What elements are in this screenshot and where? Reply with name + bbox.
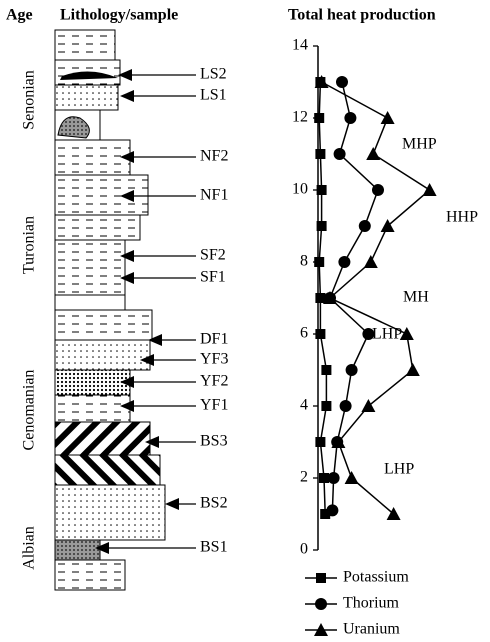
- chart-title: Total heat production: [288, 7, 436, 24]
- age-header: Age: [6, 7, 33, 24]
- age-label: Turonian: [21, 216, 38, 274]
- legend-marker: [314, 623, 328, 636]
- data-point: [386, 507, 401, 520]
- y-tick-label: 12: [292, 109, 308, 126]
- data-point: [321, 365, 332, 375]
- arrow-head: [120, 90, 134, 102]
- data-point: [362, 328, 375, 340]
- y-tick-label: 14: [292, 37, 308, 54]
- data-point: [333, 148, 346, 160]
- data-point: [326, 504, 339, 517]
- y-tick-label: 6: [300, 325, 308, 342]
- data-point: [358, 220, 371, 232]
- y-tick-label: 4: [300, 397, 308, 414]
- arrow-head: [120, 190, 134, 202]
- annotation: MHP: [402, 136, 437, 153]
- sample-label: SF1: [200, 269, 226, 286]
- data-point: [372, 184, 384, 196]
- data-point: [422, 183, 437, 196]
- legend-marker: [315, 598, 327, 610]
- arrow-head: [95, 542, 109, 554]
- age-label: Cenomanian: [21, 370, 38, 451]
- sample-label: SF2: [200, 247, 226, 264]
- data-point: [380, 219, 395, 232]
- sample-label: BS2: [200, 495, 228, 512]
- legend-label: Uranium: [343, 621, 400, 638]
- data-point: [314, 257, 325, 267]
- legend-label: Potassium: [343, 569, 409, 586]
- sample-label: YF3: [200, 351, 228, 368]
- y-tick-label: 8: [300, 253, 308, 270]
- data-point: [323, 291, 337, 304]
- data-point: [363, 255, 378, 268]
- data-point: [366, 147, 381, 160]
- data-point: [319, 473, 329, 483]
- y-tick-label: 0: [300, 541, 308, 558]
- arrow-head: [148, 334, 162, 346]
- data-point: [336, 76, 348, 88]
- data-point: [315, 329, 326, 339]
- arrow-head: [120, 400, 134, 412]
- sample-label: BS3: [200, 433, 228, 450]
- age-label: Albian: [21, 526, 38, 570]
- data-point: [344, 112, 357, 124]
- data-point: [320, 509, 331, 519]
- arrow-head: [120, 272, 134, 284]
- data-point: [344, 471, 359, 484]
- sample-label: BS1: [200, 539, 228, 556]
- arrow-head: [120, 376, 134, 388]
- lithology-column: [54, 29, 166, 591]
- sample-label: YF1: [200, 397, 228, 414]
- data-point: [321, 401, 332, 411]
- sample-label: YF2: [200, 373, 228, 390]
- data-point: [345, 364, 358, 376]
- sample-label: LS2: [200, 66, 227, 83]
- data-point: [316, 221, 327, 231]
- legend-marker: [316, 573, 326, 583]
- data-point: [380, 111, 395, 124]
- data-point: [315, 437, 326, 447]
- sample-label: NF2: [200, 148, 228, 165]
- data-point: [327, 472, 340, 484]
- data-point: [314, 75, 329, 88]
- data-point: [314, 113, 325, 123]
- data-point: [331, 435, 346, 448]
- legend-label: Thorium: [343, 595, 400, 612]
- data-point: [339, 400, 352, 412]
- data-point: [338, 256, 351, 268]
- data-point: [315, 149, 326, 159]
- annotation: LHP: [384, 461, 414, 478]
- data-point: [316, 185, 327, 195]
- sample-label: DF1: [200, 331, 228, 348]
- arrow-head: [145, 436, 159, 448]
- sample-label: LS1: [200, 87, 227, 104]
- data-point: [361, 399, 376, 412]
- age-label: Senonian: [21, 70, 38, 130]
- annotation: MH: [403, 289, 429, 306]
- column-header: Lithology/sample: [60, 7, 178, 24]
- arrow-head: [165, 498, 179, 510]
- sample-label: NF1: [200, 187, 228, 204]
- data-point: [399, 327, 414, 340]
- arrow-head: [118, 69, 132, 81]
- arrow-head: [140, 354, 154, 366]
- annotation: LHP: [372, 326, 402, 343]
- y-tick-label: 10: [292, 181, 308, 198]
- arrow-head: [120, 250, 134, 262]
- y-tick-label: 2: [300, 469, 308, 486]
- annotation: HHP: [446, 209, 478, 226]
- data-point: [405, 363, 420, 376]
- data-point: [315, 293, 326, 303]
- arrow-head: [120, 151, 134, 163]
